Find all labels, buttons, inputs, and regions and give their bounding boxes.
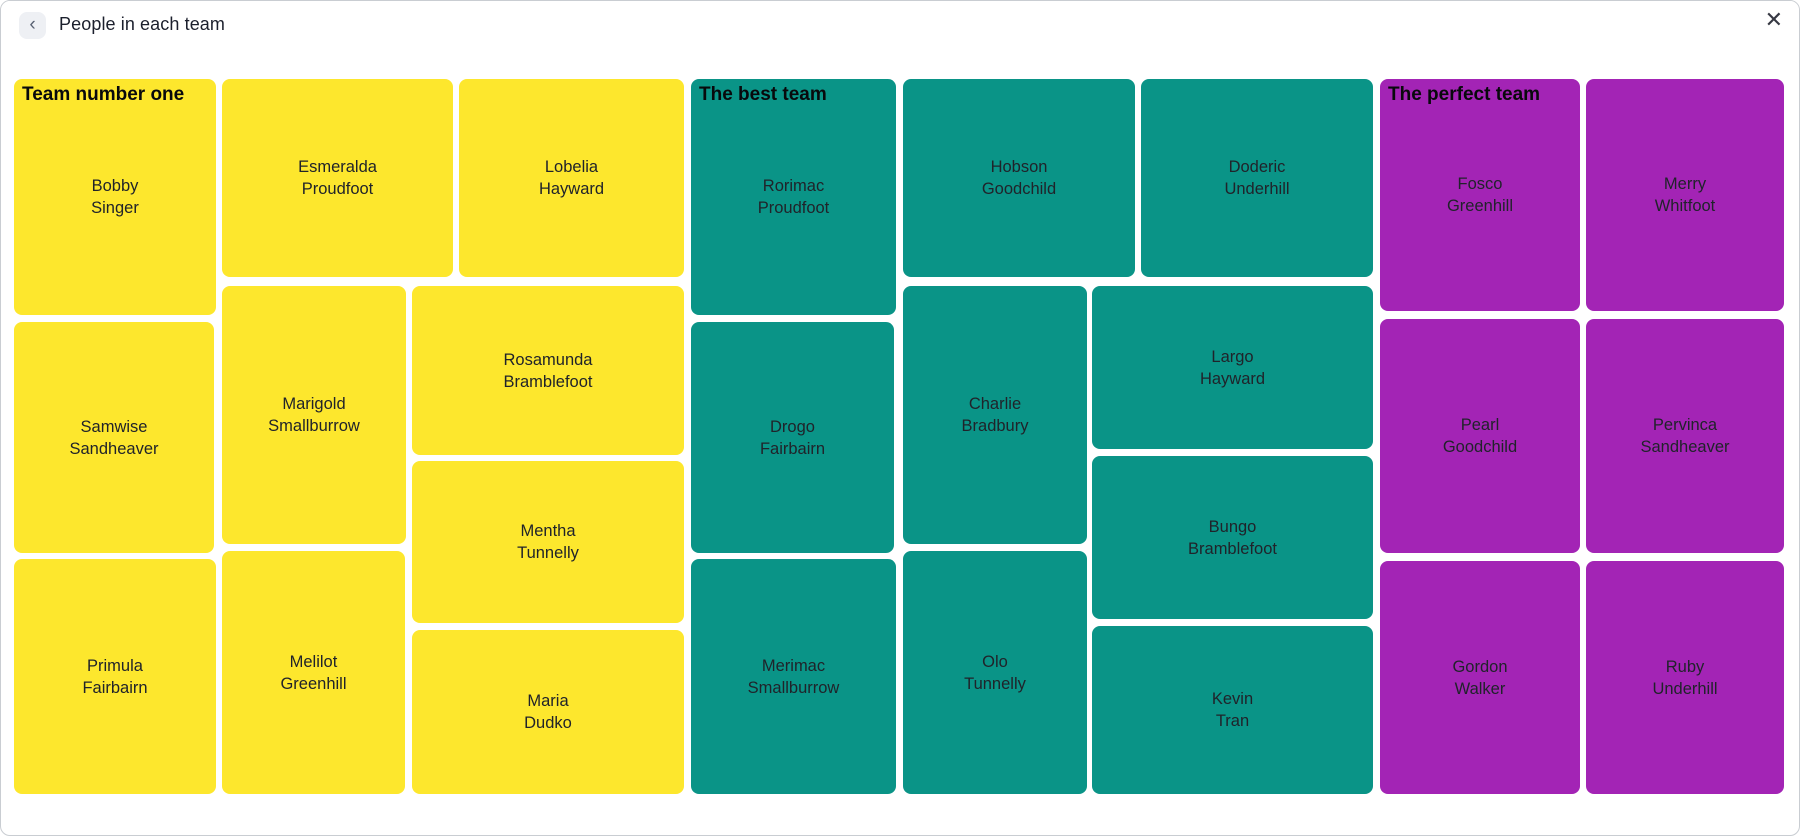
- treemap-tile-bobby-singer[interactable]: Team number one Bobby Singer: [14, 79, 216, 315]
- person-name: Drogo Fairbairn: [759, 417, 826, 458]
- treemap-tile-merry-whitfoot[interactable]: Merry Whitfoot: [1586, 79, 1784, 311]
- treemap-tile-pervinca-sandheaver[interactable]: Pervinca Sandheaver: [1586, 319, 1784, 553]
- person-name: Samwise Sandheaver: [69, 417, 159, 458]
- treemap-tile-kevin-tran[interactable]: Kevin Tran: [1092, 626, 1373, 794]
- person-name: Charlie Bradbury: [961, 395, 1029, 435]
- person-name: Gordon Walker: [1452, 657, 1508, 698]
- treemap-tile-bungo-bramblefoot[interactable]: Bungo Bramblefoot: [1092, 456, 1373, 619]
- treemap-tile-drogo-fairbairn[interactable]: Drogo Fairbairn: [691, 322, 894, 553]
- person-name: Olo Tunnelly: [964, 652, 1026, 693]
- person-name: Rorimac Proudfoot: [757, 177, 830, 217]
- person-name: Mentha Tunnelly: [517, 522, 579, 562]
- back-button[interactable]: ‹: [19, 12, 46, 39]
- person-name: Bungo Bramblefoot: [1188, 517, 1277, 558]
- person-name: Merry Whitfoot: [1654, 175, 1716, 215]
- person-name: Ruby Underhill: [1652, 657, 1718, 698]
- close-button[interactable]: ✕: [1761, 3, 1787, 37]
- treemap-tile-charlie-bradbury[interactable]: Charlie Bradbury: [903, 286, 1087, 544]
- treemap-tile-samwise-sandheaver[interactable]: Samwise Sandheaver: [14, 322, 214, 553]
- treemap-tile-rorimac-proudfoot[interactable]: The best team Rorimac Proudfoot: [691, 79, 896, 315]
- treemap-tile-largo-hayward[interactable]: Largo Hayward: [1092, 286, 1373, 449]
- person-name: Hobson Goodchild: [981, 158, 1057, 198]
- person-name: Merimac Smallburrow: [747, 656, 840, 697]
- treemap-tile-esmeralda-proudfoot[interactable]: Esmeralda Proudfoot: [222, 79, 453, 277]
- person-name: Primula Fairbairn: [82, 656, 148, 697]
- page-title: People in each team: [59, 14, 226, 34]
- treemap-tile-mentha-tunnelly[interactable]: Mentha Tunnelly: [412, 461, 684, 623]
- treemap-tile-lobelia-hayward[interactable]: Lobelia Hayward: [459, 79, 684, 277]
- person-name: Pervinca Sandheaver: [1640, 416, 1730, 456]
- treemap-tile-primula-fairbairn[interactable]: Primula Fairbairn: [14, 559, 216, 794]
- treemap-tile-ruby-underhill[interactable]: Ruby Underhill: [1586, 561, 1784, 794]
- treemap-tile-gordon-walker[interactable]: Gordon Walker: [1380, 561, 1580, 794]
- treemap-tile-merimac-smallburrow[interactable]: Merimac Smallburrow: [691, 559, 896, 794]
- team-label: Team number one: [22, 84, 185, 105]
- person-name: Esmeralda Proudfoot: [298, 158, 377, 198]
- person-name: Marigold Smallburrow: [268, 395, 360, 435]
- treemap-tile-maria-dudko[interactable]: Maria Dudko: [412, 630, 684, 794]
- person-name: Melilot Greenhill: [280, 652, 347, 693]
- chevron-left-icon: ‹: [29, 14, 36, 35]
- person-name: Kevin Tran: [1211, 690, 1254, 730]
- treemap-tile-melilot-greenhill[interactable]: Melilot Greenhill: [222, 551, 405, 794]
- person-name: Doderic Underhill: [1224, 158, 1290, 198]
- close-icon: ✕: [1764, 7, 1783, 32]
- treemap-tile-marigold-smallburrow[interactable]: Marigold Smallburrow: [222, 286, 406, 544]
- person-name: Pearl Goodchild: [1442, 416, 1518, 456]
- treemap-tile-pearl-goodchild[interactable]: Pearl Goodchild: [1380, 319, 1580, 553]
- treemap-tile-fosco-greenhill[interactable]: The perfect team Fosco Greenhill: [1380, 79, 1580, 311]
- person-name: Largo Hayward: [1199, 347, 1266, 388]
- person-name: Fosco Greenhill: [1446, 175, 1514, 215]
- team-label: The perfect team: [1388, 84, 1541, 105]
- treemap-tile-rosamunda-bramblefoot[interactable]: Rosamunda Bramblefoot: [412, 286, 684, 455]
- treemap-tile-doderic-underhill[interactable]: Doderic Underhill: [1141, 79, 1373, 277]
- person-name: Bobby Singer: [91, 177, 139, 217]
- team-label: The best team: [699, 84, 827, 105]
- person-name: Rosamunda Bramblefoot: [503, 350, 593, 391]
- person-name: Lobelia Hayward: [538, 158, 605, 198]
- treemap-tile-olo-tunnelly[interactable]: Olo Tunnelly: [903, 551, 1087, 794]
- person-name: Maria Dudko: [524, 692, 572, 732]
- treemap-tile-hobson-goodchild[interactable]: Hobson Goodchild: [903, 79, 1135, 277]
- header-bar: ‹ People in each team ✕: [1, 1, 1799, 59]
